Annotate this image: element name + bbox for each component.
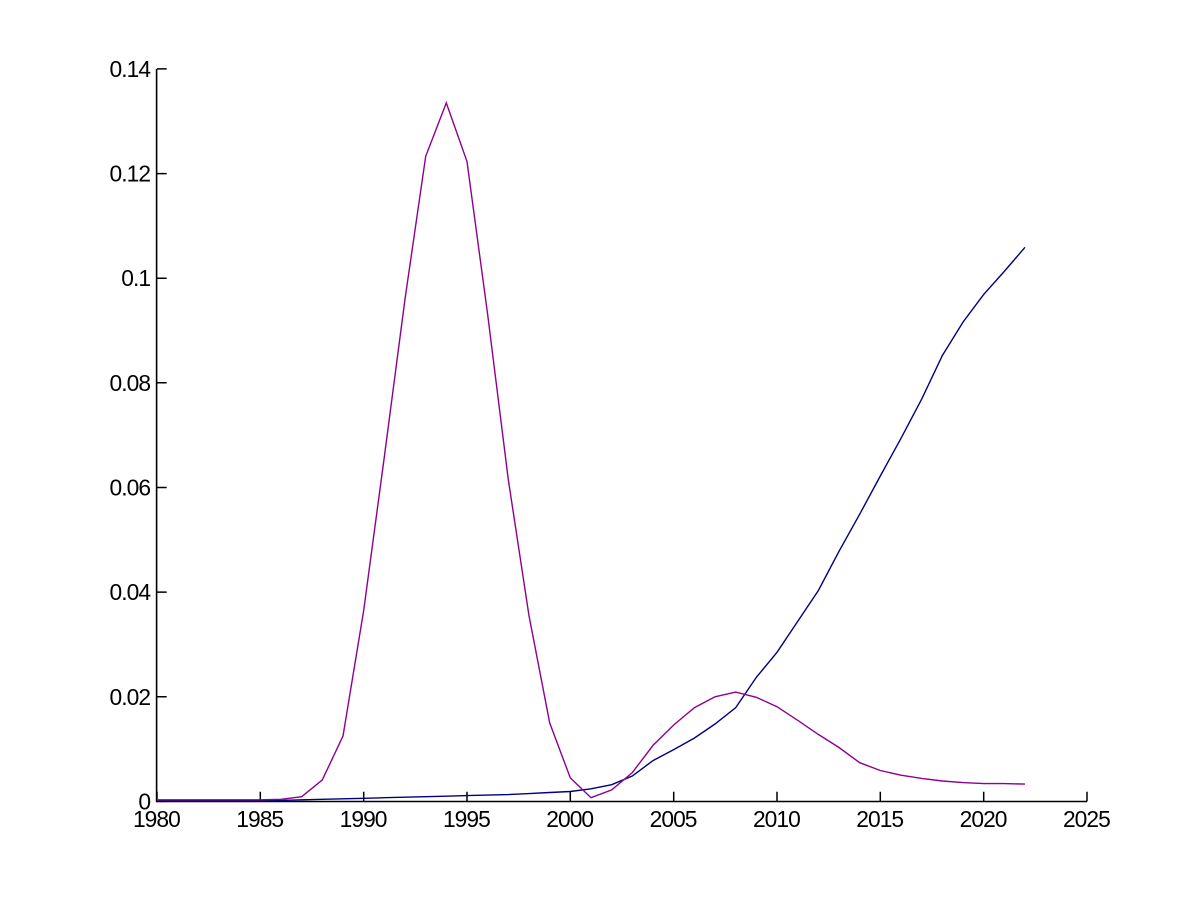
svg-text:0.1: 0.1 xyxy=(121,265,150,291)
svg-text:1985: 1985 xyxy=(236,806,283,832)
svg-text:2000: 2000 xyxy=(546,806,593,832)
svg-text:2025: 2025 xyxy=(1063,806,1110,832)
svg-text:0.08: 0.08 xyxy=(110,370,151,396)
svg-text:2020: 2020 xyxy=(960,806,1007,832)
svg-text:0.06: 0.06 xyxy=(110,475,151,501)
svg-text:1980: 1980 xyxy=(133,806,180,832)
svg-text:0.14: 0.14 xyxy=(110,56,152,82)
svg-text:1990: 1990 xyxy=(340,806,387,832)
svg-text:2005: 2005 xyxy=(650,806,697,832)
svg-text:2010: 2010 xyxy=(753,806,800,832)
svg-text:1995: 1995 xyxy=(443,806,490,832)
svg-text:0.12: 0.12 xyxy=(110,161,151,187)
svg-text:2015: 2015 xyxy=(856,806,903,832)
svg-text:0.02: 0.02 xyxy=(110,684,151,710)
svg-text:0.04: 0.04 xyxy=(110,579,152,605)
svg-text:0: 0 xyxy=(138,788,150,814)
